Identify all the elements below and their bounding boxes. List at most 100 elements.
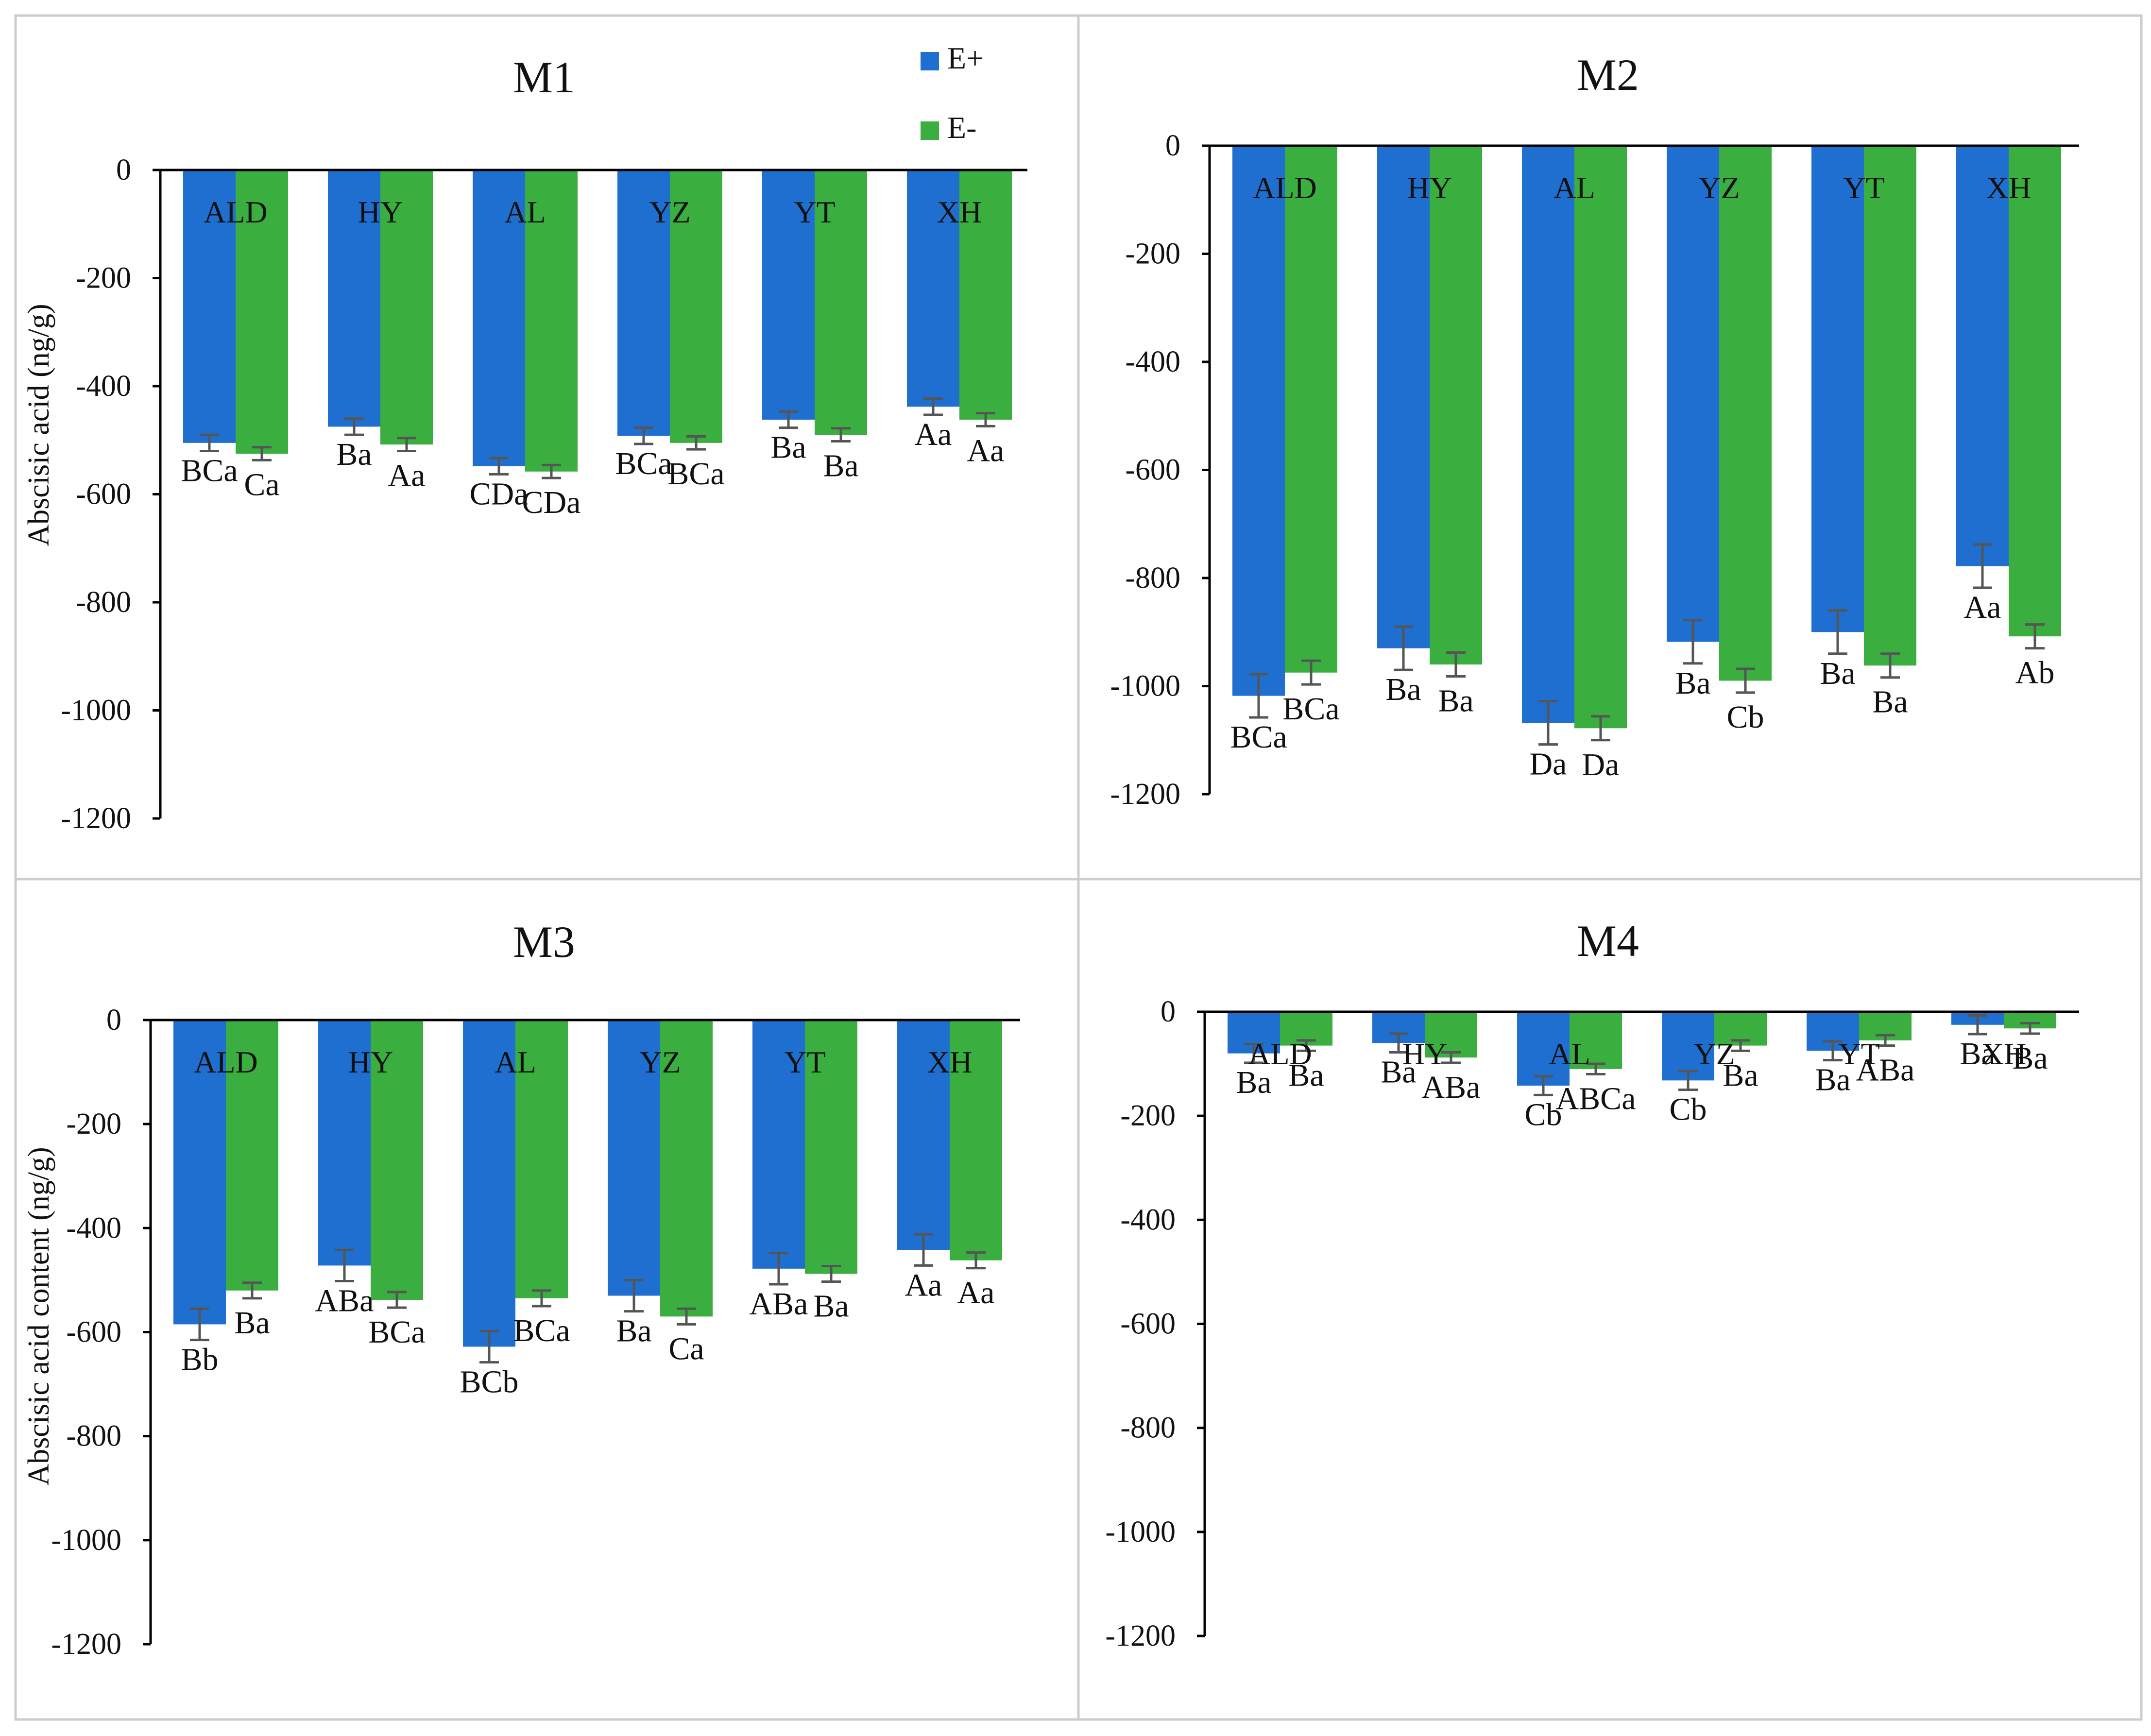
- panel-m1: M1 Abscisic acid (ng/g) 0 -200 -400 -600 -800 -…: [14, 14, 1080, 881]
- significance-label: BCb: [460, 1364, 518, 1400]
- significance-label: ABa: [1856, 1053, 1915, 1088]
- significance-label: ABa: [1422, 1070, 1481, 1105]
- significance-label: Ba: [813, 1289, 849, 1324]
- y-tick-label: -400: [76, 370, 131, 403]
- significance-label: Ba: [1872, 684, 1908, 720]
- significance-label: BCa: [181, 453, 238, 489]
- category-label-ald: ALD: [194, 1045, 258, 1079]
- y-tick-label: -1000: [51, 1524, 121, 1557]
- significance-label: Ba: [1723, 1057, 1758, 1093]
- bar-e-minus-yz: [1719, 146, 1772, 681]
- bars: [1232, 146, 2061, 729]
- significance-label: Ba: [336, 437, 372, 472]
- bar-e-plus-yz: [608, 1020, 660, 1296]
- bar-e-plus-hy: [318, 1020, 371, 1266]
- y-tick-label: -800: [1120, 1412, 1176, 1445]
- chart-title: M1: [513, 52, 575, 102]
- bar-e-minus-al: [1570, 1012, 1622, 1069]
- significance-label: Aa: [957, 1275, 995, 1311]
- category-label-al: AL: [495, 1045, 536, 1079]
- bar-e-minus-yz: [660, 1020, 713, 1317]
- bars: [183, 170, 1012, 472]
- y-axis-label: Abscisic acid content (ng/g): [22, 1147, 55, 1485]
- significance-label: Ba: [1236, 1065, 1271, 1100]
- bar-e-plus-xh: [1956, 146, 2009, 566]
- significance-label: BCa: [513, 1313, 570, 1348]
- error-bars: [190, 1233, 986, 1364]
- bar-e-minus-ald: [226, 1020, 278, 1291]
- significance-label: Bb: [181, 1342, 218, 1378]
- category-label-xh: XH: [1981, 1037, 2026, 1071]
- significance-label: Ba: [616, 1313, 651, 1349]
- category-label-hy: HY: [358, 195, 403, 229]
- significance-label: BCa: [1282, 691, 1339, 727]
- chart-panels: M1 Abscisic acid (ng/g) 0 -200 -400 -600 -800 -…: [14, 14, 2143, 1721]
- category-label-xh: XH: [927, 1045, 972, 1079]
- significance-label: Ba: [1438, 683, 1473, 718]
- significance-label: BCa: [667, 456, 724, 492]
- legend-swatch-e-plus: [921, 52, 939, 70]
- bar-e-plus-ald: [183, 170, 236, 443]
- significance-label: Ba: [1820, 656, 1855, 691]
- category-label-yt: YT: [1843, 170, 1884, 205]
- significance-label: Ba: [1815, 1062, 1850, 1098]
- significance-label: Aa: [915, 417, 952, 452]
- significance-label: Ba: [1385, 672, 1421, 707]
- bars: [173, 1020, 1002, 1347]
- bar-e-minus-xh: [950, 1020, 1002, 1260]
- panel-m2: M2 0 -200 -400 -600 -800 -1000 -1200 ALD HY AL YZ YT…: [1077, 14, 2143, 881]
- bar-e-minus-yz: [670, 170, 722, 443]
- bar-e-minus-hy: [1425, 1012, 1477, 1058]
- bar-e-minus-al: [515, 1020, 568, 1298]
- category-label-al: AL: [1549, 1037, 1590, 1071]
- bar-e-plus-yz: [1662, 1012, 1714, 1081]
- category-label-ald: ALD: [1248, 1037, 1312, 1071]
- bar-e-minus-hy: [1430, 146, 1482, 664]
- y-tick-label: 0: [116, 153, 131, 187]
- significance-label: Aa: [388, 458, 426, 494]
- y-tick-label: -800: [66, 1420, 121, 1453]
- chart-title: M2: [1577, 50, 1639, 100]
- bar-e-minus-yt: [805, 1020, 857, 1274]
- significance-label: Ca: [244, 467, 279, 502]
- significance-label: CDa: [470, 476, 529, 511]
- bar-e-plus-al: [1517, 1012, 1570, 1086]
- y-tick-label: -1000: [1110, 670, 1180, 703]
- error-bars: [1244, 1014, 2040, 1096]
- y-tick-label: -1200: [61, 802, 131, 835]
- significance-label: Aa: [967, 433, 1005, 468]
- significance-label: Ab: [2015, 655, 2055, 691]
- significance-label: Ba: [234, 1305, 270, 1341]
- category-label-hy: HY: [1402, 1037, 1447, 1071]
- bar-e-plus-al: [473, 170, 525, 466]
- significance-label: Ba: [770, 430, 806, 465]
- bar-e-minus-xh: [2009, 146, 2061, 637]
- bar-e-plus-yt: [762, 170, 815, 420]
- y-tick-label: -1200: [1110, 778, 1180, 811]
- y-tick-label: -400: [1125, 345, 1180, 378]
- legend-label-e-minus: E-: [947, 110, 976, 145]
- significance-label: BCa: [368, 1314, 425, 1350]
- category-label-yz: YZ: [639, 1045, 681, 1079]
- significance-label: ABCa: [1556, 1081, 1636, 1117]
- significance-label: Ba: [2012, 1040, 2048, 1076]
- significance-label: ABa: [315, 1283, 374, 1319]
- bar-e-plus-ald: [173, 1020, 226, 1325]
- significance-label: Aa: [905, 1267, 942, 1303]
- category-label-yt: YT: [794, 195, 835, 229]
- bar-e-minus-hy: [371, 1020, 423, 1300]
- chart-title: M3: [513, 917, 575, 967]
- error-bars: [200, 397, 995, 479]
- significance-label: Cb: [1669, 1092, 1707, 1127]
- significance-label: Ba: [1960, 1036, 1995, 1072]
- category-label-yz: YZ: [1693, 1037, 1735, 1071]
- bar-e-plus-yz: [1667, 146, 1719, 642]
- y-tick-label: -200: [1120, 1099, 1176, 1132]
- error-bars: [1249, 543, 2045, 746]
- bar-e-minus-yt: [1864, 146, 1916, 666]
- bar-e-minus-ald: [236, 170, 288, 454]
- bar-e-minus-xh: [959, 170, 1012, 420]
- bar-e-minus-yt: [815, 170, 867, 435]
- bar-e-plus-al: [1522, 146, 1574, 723]
